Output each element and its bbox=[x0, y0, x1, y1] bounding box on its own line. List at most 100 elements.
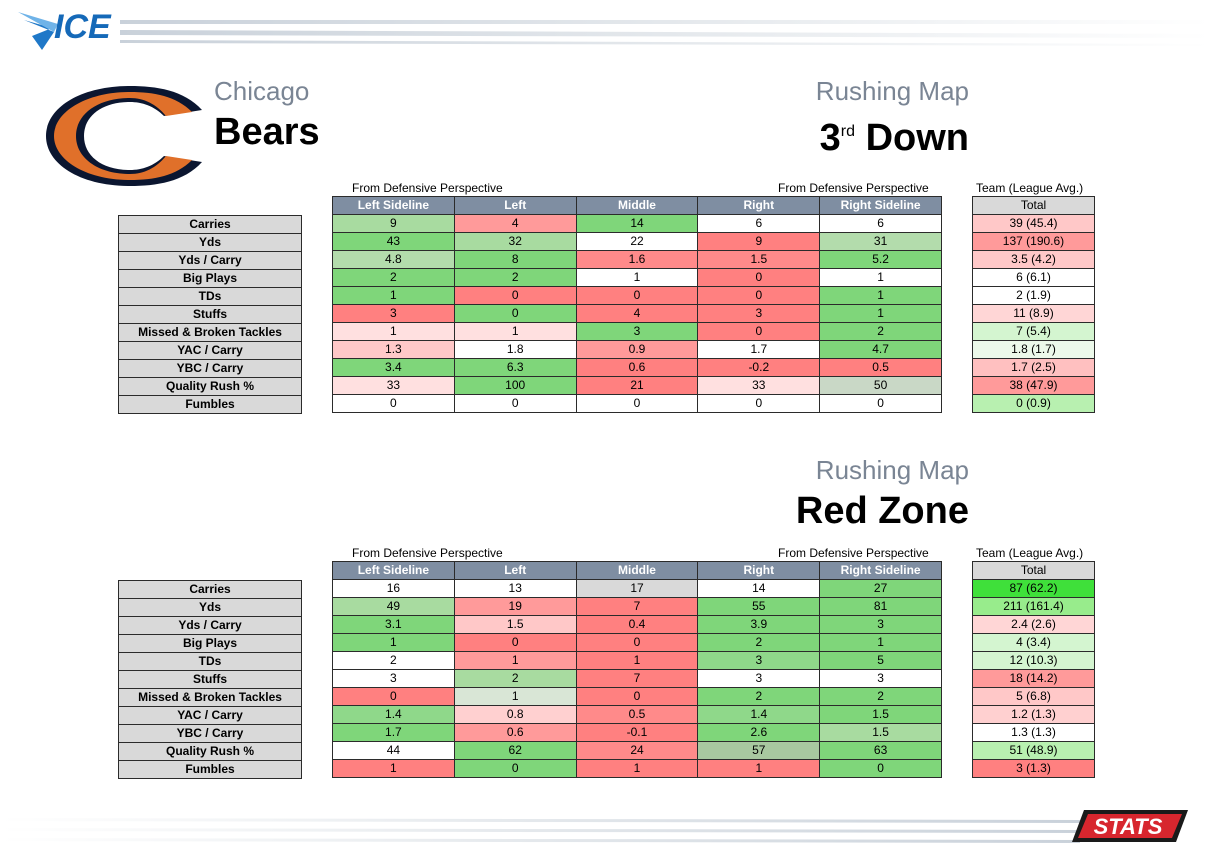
row-label: Quality Rush % bbox=[118, 742, 302, 761]
row-label: Carries bbox=[118, 215, 302, 234]
row-label: Stuffs bbox=[118, 305, 302, 324]
column-header: Left Sideline bbox=[332, 196, 455, 215]
stat-cell: 0 bbox=[575, 286, 699, 305]
stat-cell: 1 bbox=[453, 322, 577, 341]
stat-cell: 14 bbox=[575, 214, 699, 233]
row-label: Stuffs bbox=[118, 670, 302, 689]
stat-cell: 1 bbox=[575, 651, 699, 670]
stat-cell: 0 bbox=[575, 394, 699, 413]
stat-cell: 1.7 bbox=[697, 340, 821, 359]
row-label: TDs bbox=[118, 652, 302, 671]
column-header: Right bbox=[697, 561, 821, 580]
total-cell: 3 (1.3) bbox=[972, 759, 1095, 778]
total-cell: 38 (47.9) bbox=[972, 376, 1095, 395]
stat-cell: 0 bbox=[575, 633, 699, 652]
footer-stripe bbox=[0, 818, 1080, 843]
stat-cell: 6 bbox=[819, 214, 942, 233]
stat-cell: 2 bbox=[697, 687, 821, 706]
stat-cell: 1.5 bbox=[819, 705, 942, 724]
total-cell: 1.8 (1.7) bbox=[972, 340, 1095, 359]
bears-c-logo: C bbox=[46, 86, 202, 186]
row-label: Yds / Carry bbox=[118, 616, 302, 635]
section1-perspective-right: From Defensive Perspective bbox=[778, 181, 929, 195]
total-cell: 7 (5.4) bbox=[972, 322, 1095, 341]
stat-cell: 32 bbox=[453, 232, 577, 251]
stat-cell: 50 bbox=[819, 376, 942, 395]
stat-cell: 3 bbox=[819, 615, 942, 634]
row-label: Yds bbox=[118, 233, 302, 252]
stat-cell: 6.3 bbox=[453, 358, 577, 377]
stat-cell: 55 bbox=[697, 597, 821, 616]
stat-cell: 0 bbox=[332, 394, 455, 413]
row-label: TDs bbox=[118, 287, 302, 306]
team-name: Bears bbox=[214, 111, 320, 153]
stat-cell: 3 bbox=[697, 669, 821, 688]
row-label: YAC / Carry bbox=[118, 341, 302, 360]
stat-cell: 0.5 bbox=[819, 358, 942, 377]
section2-team-label: Team (League Avg.) bbox=[976, 546, 1084, 560]
stat-cell: 19 bbox=[453, 597, 577, 616]
stat-cell: 3.9 bbox=[697, 615, 821, 634]
stat-cell: 9 bbox=[697, 232, 821, 251]
stat-cell: 22 bbox=[575, 232, 699, 251]
stat-cell: 0 bbox=[332, 687, 455, 706]
stat-cell: 43 bbox=[332, 232, 455, 251]
stat-cell: 14 bbox=[697, 579, 821, 598]
stat-cell: 24 bbox=[575, 741, 699, 760]
total-cell: 4 (3.4) bbox=[972, 633, 1095, 652]
total-cell: 6 (6.1) bbox=[972, 268, 1095, 287]
section2-perspective-left: From Defensive Perspective bbox=[352, 546, 503, 560]
stat-cell: 4 bbox=[575, 304, 699, 323]
total-cell: 18 (14.2) bbox=[972, 669, 1095, 688]
stat-cell: 2 bbox=[332, 651, 455, 670]
stat-cell: 0.6 bbox=[575, 358, 699, 377]
section1-subtitle: 3rd Down bbox=[819, 117, 969, 159]
table-row: 9 4 14 6 6 bbox=[332, 214, 942, 233]
stat-cell: 17 bbox=[575, 579, 699, 598]
row-label: Big Plays bbox=[118, 634, 302, 653]
column-header: Middle bbox=[575, 561, 699, 580]
stat-cell: 1 bbox=[819, 304, 942, 323]
table-row: 43 32 22 9 31 bbox=[332, 232, 942, 251]
stat-cell: 0.4 bbox=[575, 615, 699, 634]
stat-cell: 7 bbox=[575, 597, 699, 616]
stat-cell: 1.5 bbox=[697, 250, 821, 269]
stat-cell: 100 bbox=[453, 376, 577, 395]
stat-cell: 62 bbox=[453, 741, 577, 760]
stat-cell: 1 bbox=[332, 322, 455, 341]
total-cell: 51 (48.9) bbox=[972, 741, 1095, 760]
total-cell: 12 (10.3) bbox=[972, 651, 1095, 670]
total-cell: 2.4 (2.6) bbox=[972, 615, 1095, 634]
stat-cell: 13 bbox=[453, 579, 577, 598]
stat-cell: 4 bbox=[453, 214, 577, 233]
stat-cell: 57 bbox=[697, 741, 821, 760]
section1-perspective-left: From Defensive Perspective bbox=[352, 181, 503, 195]
stat-cell: 0.6 bbox=[453, 723, 577, 742]
stat-cell: 1 bbox=[332, 633, 455, 652]
stat-cell: 3 bbox=[819, 669, 942, 688]
section1-team-label: Team (League Avg.) bbox=[976, 181, 1084, 195]
row-label: YAC / Carry bbox=[118, 706, 302, 725]
stat-cell: 4.8 bbox=[332, 250, 455, 269]
section2-total-table: Total 87 (62.2) 211 (161.4) 2.4 (2.6) 4 (3.… bbox=[972, 561, 1095, 778]
stat-cell: 1 bbox=[819, 286, 942, 305]
row-label: YBC / Carry bbox=[118, 724, 302, 743]
section2-row-labels: Carries Yds Yds / Carry Big Plays TDs Stuffs M… bbox=[118, 580, 302, 779]
stat-cell: 0.5 bbox=[575, 705, 699, 724]
row-label: Yds bbox=[118, 598, 302, 617]
stat-cell: 1 bbox=[332, 759, 455, 778]
table-row: 33 100 21 33 50 bbox=[332, 376, 942, 395]
stat-cell: 3 bbox=[332, 669, 455, 688]
stat-cell: 49 bbox=[332, 597, 455, 616]
stat-cell: 0 bbox=[819, 759, 942, 778]
total-cell: 0 (0.9) bbox=[972, 394, 1095, 413]
stat-cell: 7 bbox=[575, 669, 699, 688]
stat-cell: 3 bbox=[697, 304, 821, 323]
